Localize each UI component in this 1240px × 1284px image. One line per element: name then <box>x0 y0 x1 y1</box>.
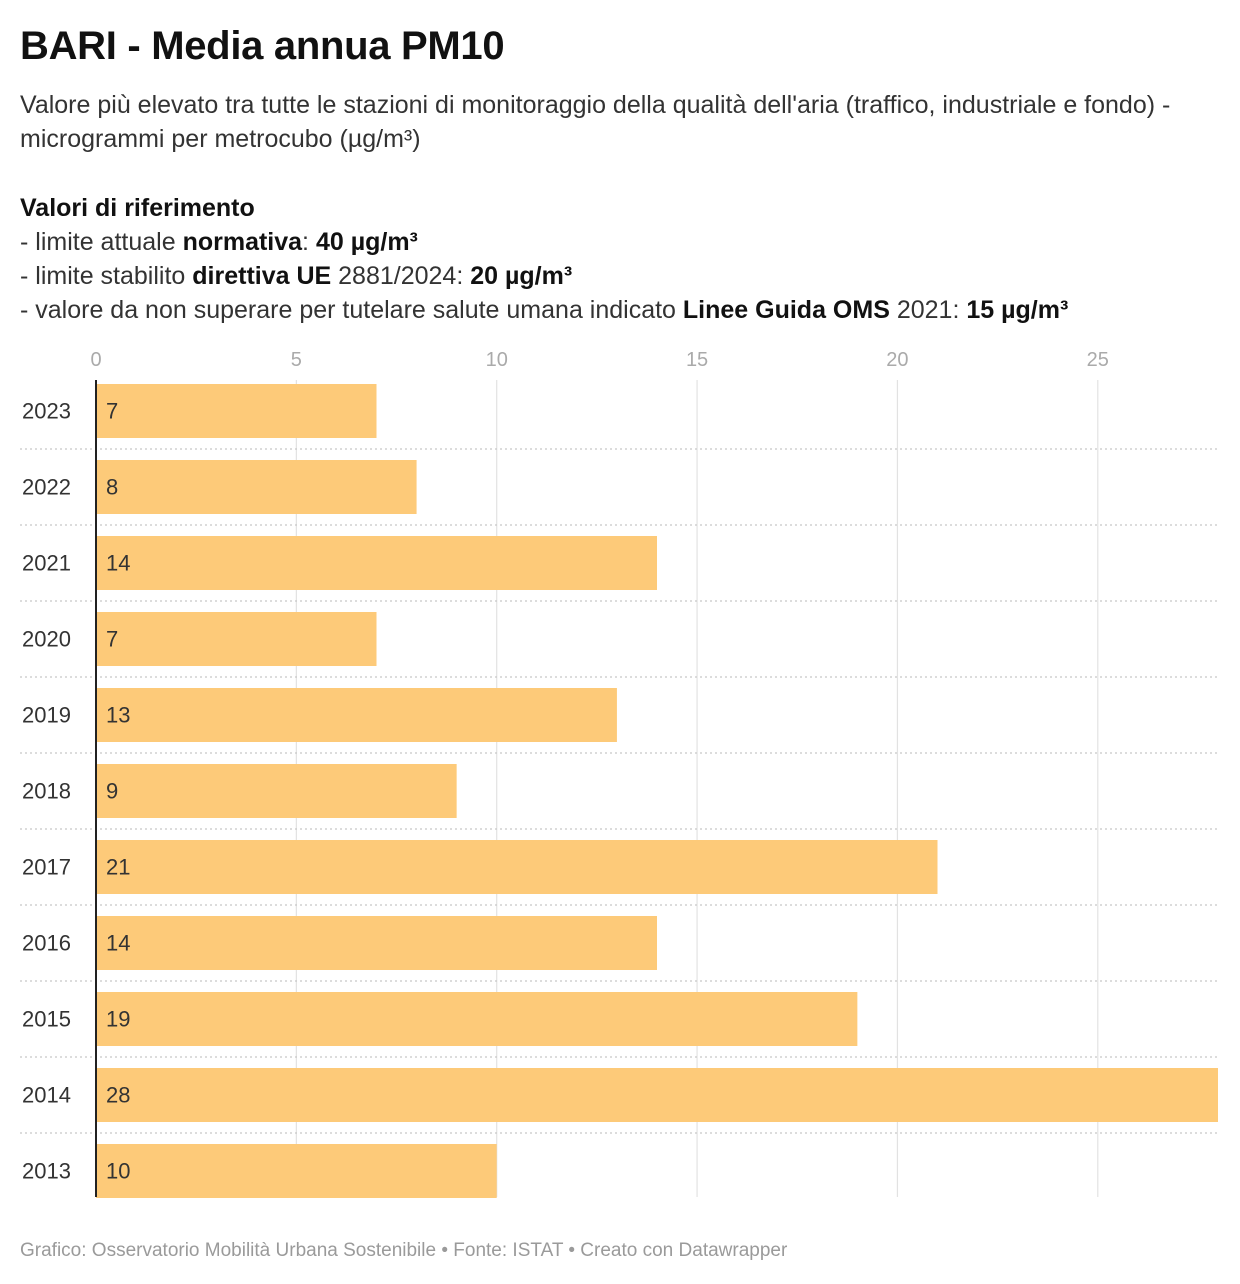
category-label: 2013 <box>22 1159 71 1184</box>
chart-subtitle: Valore più elevato tra tutte le stazioni… <box>20 91 1171 153</box>
x-tick-label: 20 <box>886 349 908 371</box>
bar-value-label: 14 <box>106 931 130 956</box>
category-label: 2020 <box>22 627 71 652</box>
bar-value-label: 14 <box>106 551 130 576</box>
bar-value-label: 10 <box>106 1159 130 1184</box>
bar-value-label: 9 <box>106 779 118 804</box>
category-label: 2016 <box>22 931 71 956</box>
bar <box>96 992 858 1046</box>
bar-chart: 0 5 10 15 20 25 2023 7 2022 8 2021 14 2020 7 2019 13 201… <box>20 349 1218 1198</box>
bar-value-label: 7 <box>106 627 118 652</box>
x-tick-label: 0 <box>90 349 101 371</box>
category-label: 2015 <box>22 1007 71 1032</box>
bar <box>96 536 657 590</box>
category-label: 2019 <box>22 703 71 728</box>
reference-values: Valori di riferimento - limite attuale n… <box>20 191 1220 327</box>
x-tick-label: 10 <box>486 349 508 371</box>
category-label: 2022 <box>22 475 71 500</box>
bar <box>96 764 457 818</box>
x-tick-label: 15 <box>686 349 708 371</box>
bar-value-label: 28 <box>106 1083 130 1108</box>
category-label: 2021 <box>22 551 71 576</box>
bar <box>96 460 417 514</box>
category-label: 2014 <box>22 1083 71 1108</box>
bar <box>96 612 377 666</box>
x-tick-label: 25 <box>1087 349 1109 371</box>
reference-line-oms: - valore da non superare per tutelare sa… <box>20 296 1069 324</box>
chart-footer: Grafico: Osservatorio Mobilità Urbana So… <box>20 1240 788 1261</box>
reference-line-normativa: - limite attuale normativa: 40 µg/m³ <box>20 228 418 256</box>
reference-line-direttiva-ue: - limite stabilito direttiva UE 2881/202… <box>20 262 573 290</box>
category-label: 2018 <box>22 779 71 804</box>
x-tick-label: 5 <box>291 349 302 371</box>
bar <box>96 916 657 970</box>
bar <box>96 1068 1218 1122</box>
bar <box>96 1144 497 1198</box>
bar-value-label: 19 <box>106 1007 130 1032</box>
category-label: 2023 <box>22 399 71 424</box>
chart-title: BARI - Media annua PM10 <box>20 24 505 68</box>
bar <box>96 384 377 438</box>
bar-value-label: 8 <box>106 475 118 500</box>
bar-value-label: 13 <box>106 703 130 728</box>
category-label: 2017 <box>22 855 71 880</box>
bar-value-label: 7 <box>106 399 118 424</box>
bar <box>96 840 938 894</box>
bar-value-label: 21 <box>106 855 130 880</box>
reference-heading: Valori di riferimento <box>20 194 255 222</box>
bar <box>96 688 617 742</box>
